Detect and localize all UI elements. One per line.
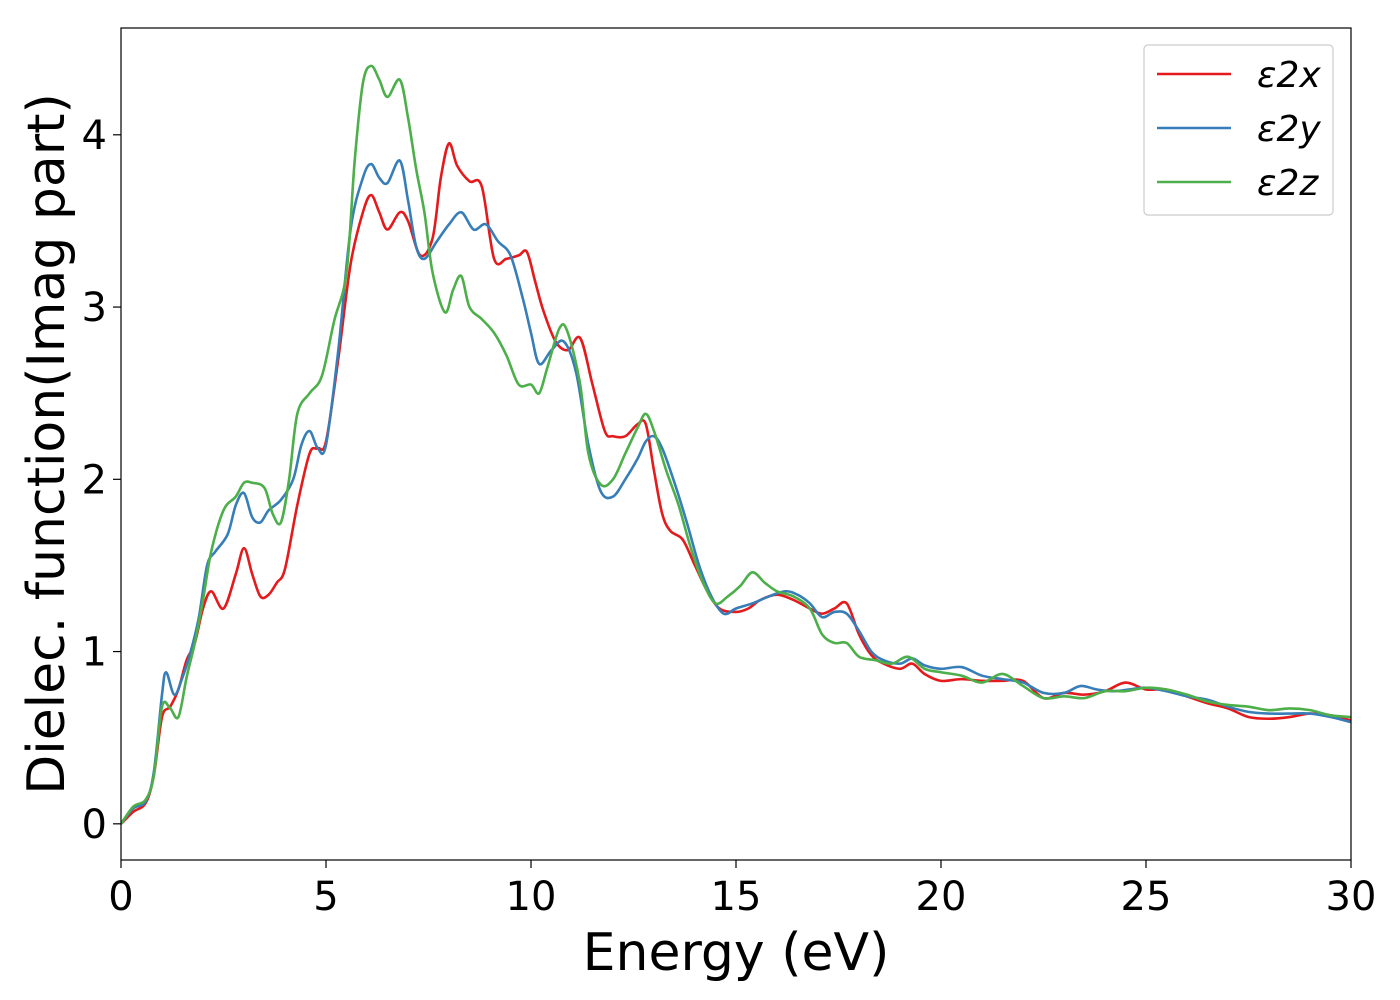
x-tick-label: 30: [1326, 874, 1377, 920]
y-tick-label: 2: [82, 457, 107, 503]
legend-box: [1143, 44, 1334, 216]
x-tick-label: 0: [108, 874, 133, 920]
legend-label: ε2y: [1257, 109, 1321, 150]
y-tick-label: 0: [82, 802, 107, 848]
x-tick-label: 20: [916, 874, 967, 920]
y-tick-label: 4: [82, 113, 107, 159]
legend-label: ε2x: [1257, 55, 1321, 96]
series-line-1: [121, 142, 1351, 825]
y-tick-label: 3: [82, 285, 107, 331]
x-tick-label: 25: [1121, 874, 1172, 920]
x-axis: 0 5 10 15 20 25 30: [108, 860, 1376, 920]
y-axis: 0 1 2 3 4: [82, 113, 121, 848]
x-tick-label: 10: [506, 874, 557, 920]
legend: ε2x ε2y ε2z: [1143, 44, 1334, 216]
y-tick-label: 1: [82, 630, 107, 676]
x-tick-label: 15: [711, 874, 762, 920]
series-line-3: [121, 64, 1351, 825]
series-layer: [121, 64, 1351, 825]
x-axis-title: Energy (eV): [583, 923, 890, 983]
y-axis-title: Dielec. function(Imag part): [17, 93, 77, 795]
legend-label: ε2z: [1257, 163, 1319, 204]
x-tick-label: 5: [313, 874, 338, 920]
